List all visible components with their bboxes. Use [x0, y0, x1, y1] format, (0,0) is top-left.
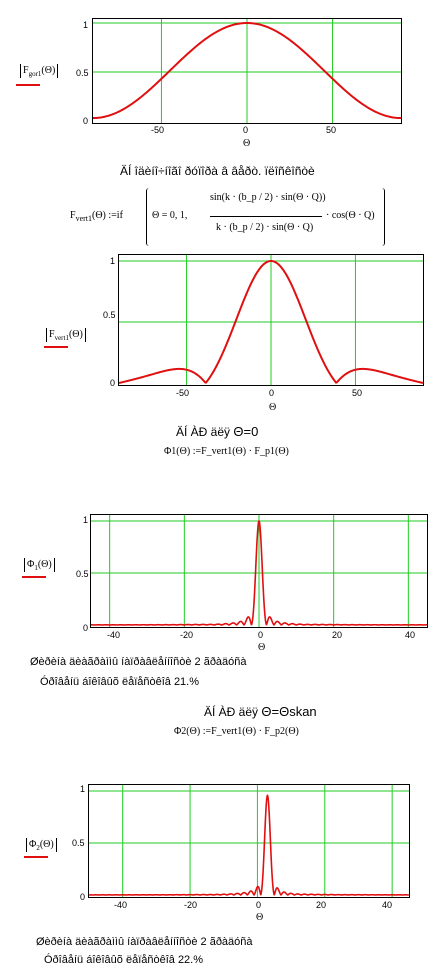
plot4-ytick-1: 1 — [80, 784, 86, 794]
series-line — [91, 520, 427, 626]
plot3-ytick-1: 1 — [83, 515, 89, 525]
plot-f-gor1: Fgor1(Θ) 1 0.5 0 -50 0 50 Θ — [0, 0, 448, 160]
plot2-ytick-0: 0 — [110, 378, 116, 388]
plot3-area — [90, 514, 428, 628]
plot1-ytick-0: 0 — [83, 116, 89, 126]
plot1-xtick-0: 0 — [243, 125, 249, 135]
plot2-xlabel: Θ — [269, 402, 277, 413]
plot1-xtick-m50: -50 — [151, 125, 165, 135]
plot1-xtick-50: 50 — [326, 125, 337, 135]
plot4-ytick-05: 0.5 — [72, 838, 85, 848]
plot4-xtick-0: 0 — [256, 900, 262, 910]
plot4-svg — [89, 785, 409, 897]
formula-f-vert1: Fvert1(Θ) :=if Θ = 0, 1, sin(k · (b_p / … — [70, 188, 390, 248]
plot1-marker — [16, 84, 40, 86]
plot4-xlabel: Θ — [256, 912, 264, 923]
caption-7: Óðîâåíü áîêîâûõ ëåïåñòêîâ 22.% — [44, 954, 204, 966]
formula-phi1: Φ1(Θ) :=F_vert1(Θ) · F_p1(Θ) — [164, 446, 289, 457]
caption-6: Øèðèíà äèàãðàììû íàïðàâëåííîñòè 2 ãðàäóñ… — [36, 936, 253, 948]
plot2-xtick-m50: -50 — [176, 388, 190, 398]
plot4-xtick-m40: -40 — [114, 900, 128, 910]
caption-3: Øèðèíà äèàãðàììû íàïðàâëåííîñòè 2 ãðàäóñ… — [30, 656, 247, 668]
plot1-ytick-1: 1 — [83, 20, 89, 30]
plot2-marker — [44, 346, 68, 348]
plot3-svg — [91, 515, 427, 627]
series-line — [89, 794, 409, 896]
caption-1: ÄÍ îäèíî÷íîãî ðóïîðà â âåðò. ïëîñêîñòè — [120, 164, 315, 178]
plot2-xtick-0: 0 — [269, 388, 275, 398]
series-line — [119, 259, 423, 384]
series-line — [93, 21, 401, 120]
plot4-xtick-40: 40 — [382, 900, 393, 910]
plot4-marker — [24, 856, 48, 858]
plot1-ytick-05: 0.5 — [76, 68, 89, 78]
plot2-xtick-50: 50 — [352, 388, 363, 398]
plot2-ytick-1: 1 — [110, 256, 116, 266]
plot4-xtick-20: 20 — [316, 900, 327, 910]
plot3-xtick-40: 40 — [405, 630, 416, 640]
plot-phi2: Φ2(Θ) 1 0.5 0 -40 -20 0 20 40 Θ — [0, 750, 448, 930]
plot3-xlabel: Θ — [258, 642, 266, 653]
plot2-svg — [119, 255, 423, 385]
plot-f-vert1: Fvert1(Θ) 1 0.5 0 -50 0 50 Θ — [0, 250, 448, 420]
plot3-ylabel: Φ1(Θ) — [24, 558, 55, 572]
plot3-xtick-m20: -20 — [180, 630, 194, 640]
plot3-xtick-20: 20 — [332, 630, 343, 640]
caption-2: ÄÍ ÀÐ äëÿ Θ=0 — [176, 424, 259, 439]
plot4-ytick-0: 0 — [80, 892, 86, 902]
plot2-area — [118, 254, 424, 386]
plot3-xtick-m40: -40 — [107, 630, 121, 640]
plot1-ylabel: Fgor1(Θ) — [20, 64, 59, 78]
plot-phi1: Φ1(Θ) 1 0.5 0 -40 -20 0 20 40 Θ — [0, 500, 448, 653]
plot1-area — [92, 18, 402, 124]
caption-5: ÄÍ ÀÐ äëÿ Θ=Θskan — [204, 704, 317, 719]
caption-4: Óðîâåíü áîêîâûõ ëåïåñòêîâ 21.% — [40, 676, 200, 688]
plot3-ytick-0: 0 — [83, 623, 89, 633]
plot3-ytick-05: 0.5 — [76, 569, 89, 579]
plot4-ylabel: Φ2(Θ) — [26, 838, 57, 852]
plot3-xtick-0: 0 — [258, 630, 264, 640]
plot4-xtick-m20: -20 — [184, 900, 198, 910]
plot4-area — [88, 784, 410, 898]
plot2-ylabel: Fvert1(Θ) — [46, 328, 86, 342]
formula-phi2: Φ2(Θ) :=F_vert1(Θ) · F_p2(Θ) — [174, 726, 299, 737]
plot2-ytick-05: 0.5 — [103, 310, 116, 320]
plot1-xlabel: Θ — [243, 138, 251, 149]
plot3-marker — [22, 576, 46, 578]
plot1-svg — [93, 19, 401, 123]
